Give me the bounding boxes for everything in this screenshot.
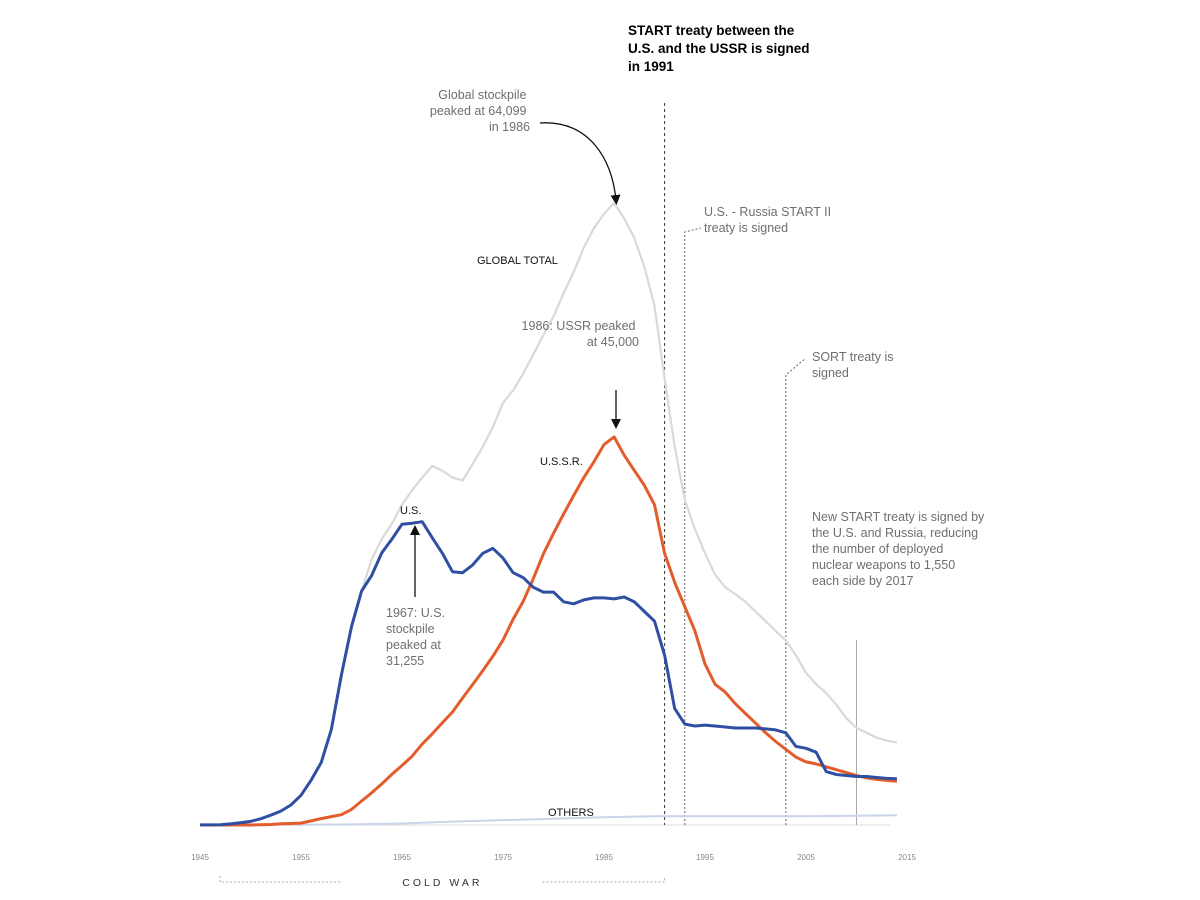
sort-treaty-line (785, 357, 807, 825)
series-label-others: OTHERS (548, 807, 594, 819)
x-tick-label: 1985 (595, 853, 613, 862)
series-group (200, 201, 898, 827)
series-line-us (200, 520, 897, 827)
global-peak-annotation: Global stockpile peaked at 64,099 in 198… (430, 88, 530, 134)
cold-war-bracket (219, 876, 666, 883)
start2-treaty-line (684, 227, 701, 825)
series-label-us: U.S. (400, 505, 421, 517)
us-peak-annotation: 1967: U.S. stockpile peaked at 31,255 (386, 606, 449, 668)
start-treaty-annotation: START treaty between the U.S. and the US… (628, 23, 813, 74)
ussr-peak-annotation: 1986: USSR peaked at 45,000 (522, 319, 639, 349)
x-axis-ticks: 1945 1955 1965 1975 1985 1995 2005 2015 (191, 853, 916, 862)
x-tick-label: 1995 (696, 853, 714, 862)
event-guides (664, 103, 857, 825)
cold-war-label: COLD WAR (402, 877, 482, 889)
series-line-ussr (200, 435, 898, 827)
series-line-others (200, 814, 897, 826)
series-line-global-total (200, 201, 898, 826)
series-label-global-total: GLOBAL TOTAL (477, 255, 558, 267)
sort-treaty-annotation: SORT treaty is signed (812, 350, 897, 380)
series-label-ussr: U.S.S.R. (540, 456, 583, 468)
x-tick-label: 2015 (898, 853, 916, 862)
x-tick-label: 1945 (191, 853, 209, 862)
cold-war-period: COLD WAR (219, 876, 666, 889)
start2-treaty-annotation: U.S. - Russia START II treaty is signed (704, 205, 835, 235)
global-peak-arrow (539, 122, 621, 205)
new-start-treaty-annotation: New START treaty is signed by the U.S. a… (812, 510, 988, 588)
x-tick-label: 2005 (797, 853, 815, 862)
x-tick-label: 1955 (292, 853, 310, 862)
x-tick-label: 1975 (494, 853, 512, 862)
x-tick-label: 1965 (393, 853, 411, 862)
